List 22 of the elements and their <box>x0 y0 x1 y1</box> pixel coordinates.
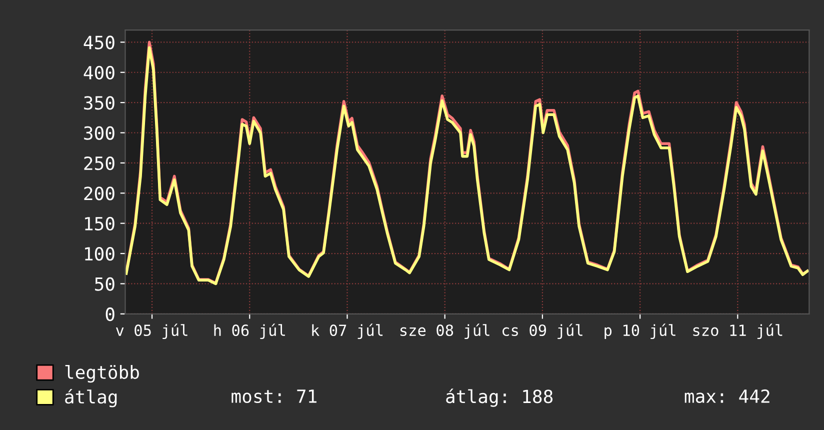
text: átlag: 188 <box>446 388 553 407</box>
y-tick-label: 0 <box>106 307 114 322</box>
x-tick-label: cs 09 júl <box>502 324 582 340</box>
x-tick-label: sze 08 júl <box>400 324 490 340</box>
x-tick-label: h 06 júl <box>214 324 285 340</box>
text: most: 71 <box>232 390 316 404</box>
x-tick-label: p 10 júl <box>604 324 676 340</box>
y-tick-label: 50 <box>95 277 114 291</box>
y-tick-label: 400 <box>84 66 114 80</box>
y-tick-label: 150 <box>85 216 114 230</box>
x-tick-label: k 07 júl <box>312 324 383 340</box>
y-tick-label: 300 <box>84 126 114 140</box>
x-tick-label: szo 11 júl <box>693 324 782 340</box>
text: max: 442 <box>684 389 770 404</box>
y-tick-label: 100 <box>85 247 114 261</box>
y-tick-label: 450 <box>84 36 114 50</box>
y-tick-label: 200 <box>84 186 114 200</box>
y-tick-label: 250 <box>84 156 114 170</box>
legend-label: legtöbb <box>65 364 139 383</box>
y-tick-label: 350 <box>84 96 114 110</box>
x-tick-label: v 05 júl <box>116 324 188 340</box>
legend-label: átlag <box>65 388 117 408</box>
